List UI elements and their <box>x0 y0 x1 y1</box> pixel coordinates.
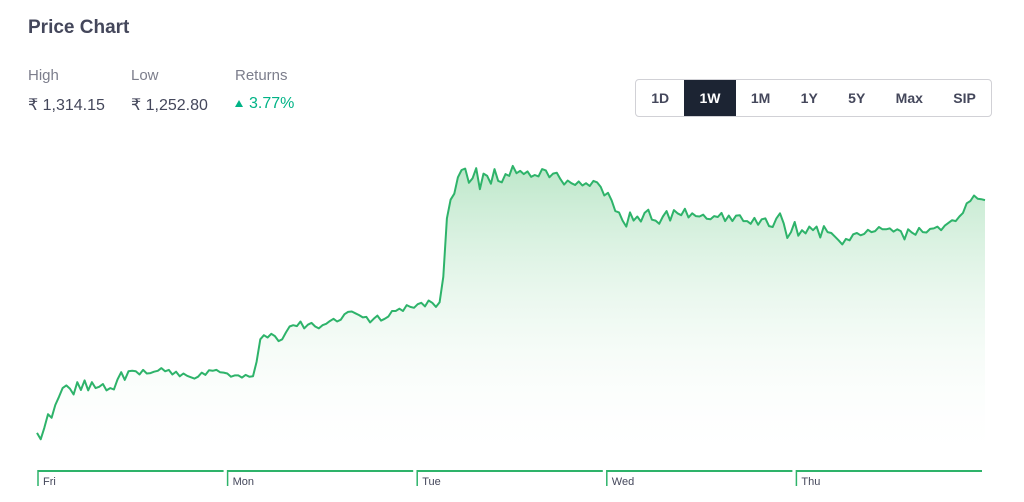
x-tick-label: Mon <box>233 476 254 488</box>
x-tick-label: Wed <box>612 476 634 488</box>
range-button-5y[interactable]: 5Y <box>848 90 866 106</box>
range-selector: 1D 1W 1M 1Y 5Y Max SIP <box>635 79 992 117</box>
stat-low-value: ₹ 1,252.80 <box>131 97 208 114</box>
price-line <box>36 164 986 441</box>
price-area <box>37 165 985 462</box>
stat-returns-value: 3.77% <box>249 95 295 112</box>
stat-high: High ₹ 1,314.15 <box>28 67 105 115</box>
stat-low: Low ₹ 1,252.80 <box>131 67 208 115</box>
range-button-sip[interactable]: SIP <box>953 90 976 106</box>
stat-returns-value-wrap: 3.77% <box>235 95 294 113</box>
stat-high-label: High <box>28 67 59 84</box>
stat-returns-label: Returns <box>235 67 288 84</box>
range-button-1w[interactable]: 1W <box>684 80 736 116</box>
stat-returns: Returns 3.77% <box>235 67 294 113</box>
range-button-1m[interactable]: 1M <box>750 90 771 106</box>
x-tick-label: Fri <box>43 476 56 488</box>
triangle-up-icon <box>235 100 243 107</box>
range-button-1y[interactable]: 1Y <box>800 90 818 106</box>
range-button-1d[interactable]: 1D <box>651 90 670 106</box>
x-tick-label: Thu <box>801 476 820 488</box>
range-button-max[interactable]: Max <box>895 90 923 106</box>
stat-high-value: ₹ 1,314.15 <box>28 97 105 114</box>
page-title: Price Chart <box>28 17 130 38</box>
x-tick-label: Tue <box>422 476 441 488</box>
stat-low-label: Low <box>131 67 159 84</box>
